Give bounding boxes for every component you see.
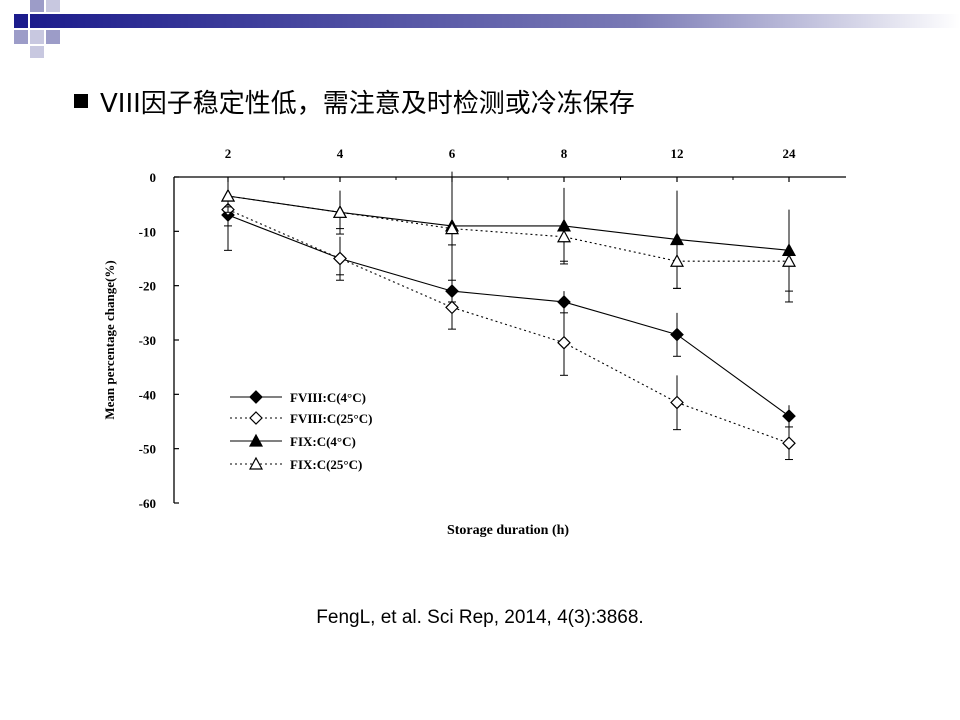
y-tick-label: -50 <box>139 442 156 457</box>
citation: FengL, et al. Sci Rep, 2014, 4(3):3868. <box>316 607 644 628</box>
title-row: VIII因子稳定性低，需注意及时检测或冷冻保存 <box>74 84 635 119</box>
data-point-marker <box>249 411 263 425</box>
data-point-marker <box>333 251 347 266</box>
data-point-marker <box>557 295 571 309</box>
chart-series <box>220 171 797 461</box>
data-point-marker <box>557 335 571 350</box>
x-tick-label: 4 <box>337 146 344 161</box>
x-axis-label: Storage duration (h) <box>447 523 569 538</box>
legend-label: FIX:C(4°C) <box>290 434 356 449</box>
data-point-marker <box>220 188 236 202</box>
x-tick-label: 8 <box>561 146 568 161</box>
x-tick-label: 6 <box>449 146 456 161</box>
deco-square <box>46 0 60 12</box>
chart-legend: FVIII:C(4°C) FVIII:C(25°C) FIX:C(4°C) FIX:C… <box>230 390 372 472</box>
legend-label: FVIII:C(4°C) <box>290 390 366 405</box>
y-tick-label: -60 <box>139 496 156 511</box>
data-point-marker <box>248 456 264 470</box>
data-point-marker <box>249 390 263 404</box>
data-point-marker <box>781 253 797 267</box>
slide-decoration <box>14 0 960 58</box>
y-tick-label: -30 <box>139 333 156 348</box>
deco-square <box>30 30 44 44</box>
legend-label: FVIII:C(25°C) <box>290 411 372 426</box>
y-tick-label: -20 <box>139 279 156 294</box>
line-chart: 2 4 6 8 12 240-10-20-30-40-50-60 FVIII:C(4°C)… <box>102 146 846 538</box>
y-tick-label: -40 <box>139 387 156 402</box>
y-tick-label: 0 <box>150 170 157 185</box>
x-tick-label: 24 <box>783 146 797 161</box>
x-tick-label: 2 <box>225 146 232 161</box>
data-point-marker <box>248 433 264 447</box>
data-point-marker <box>556 229 572 243</box>
series-line <box>227 214 790 417</box>
series-line <box>227 195 789 262</box>
data-point-marker <box>669 253 685 267</box>
data-point-marker <box>445 300 459 315</box>
data-point-marker <box>332 205 348 218</box>
series-line <box>227 209 790 444</box>
deco-square <box>14 30 28 44</box>
series-line <box>227 195 790 251</box>
x-tick-label: 12 <box>671 146 684 161</box>
data-point-marker <box>670 327 684 342</box>
square-bullet-icon <box>74 94 88 108</box>
y-tick-label: -10 <box>139 224 156 239</box>
deco-square <box>46 30 60 44</box>
data-point-marker <box>782 409 796 423</box>
data-point-marker <box>670 395 684 410</box>
deco-square <box>30 46 44 58</box>
series-2 <box>220 171 797 292</box>
header-gradient-bar <box>30 14 960 28</box>
data-point-marker <box>444 221 460 235</box>
deco-square <box>14 14 28 28</box>
slide-title: VIII因子稳定性低，需注意及时检测或冷冻保存 <box>100 88 635 119</box>
deco-square <box>30 0 44 12</box>
y-axis-label: Mean percentage change(%) <box>102 260 117 419</box>
legend-label: FIX:C(25°C) <box>290 457 362 472</box>
chart-axes: 2 4 6 8 12 240-10-20-30-40-50-60 <box>139 146 846 511</box>
series-3 <box>220 185 797 303</box>
data-point-marker <box>782 436 796 451</box>
